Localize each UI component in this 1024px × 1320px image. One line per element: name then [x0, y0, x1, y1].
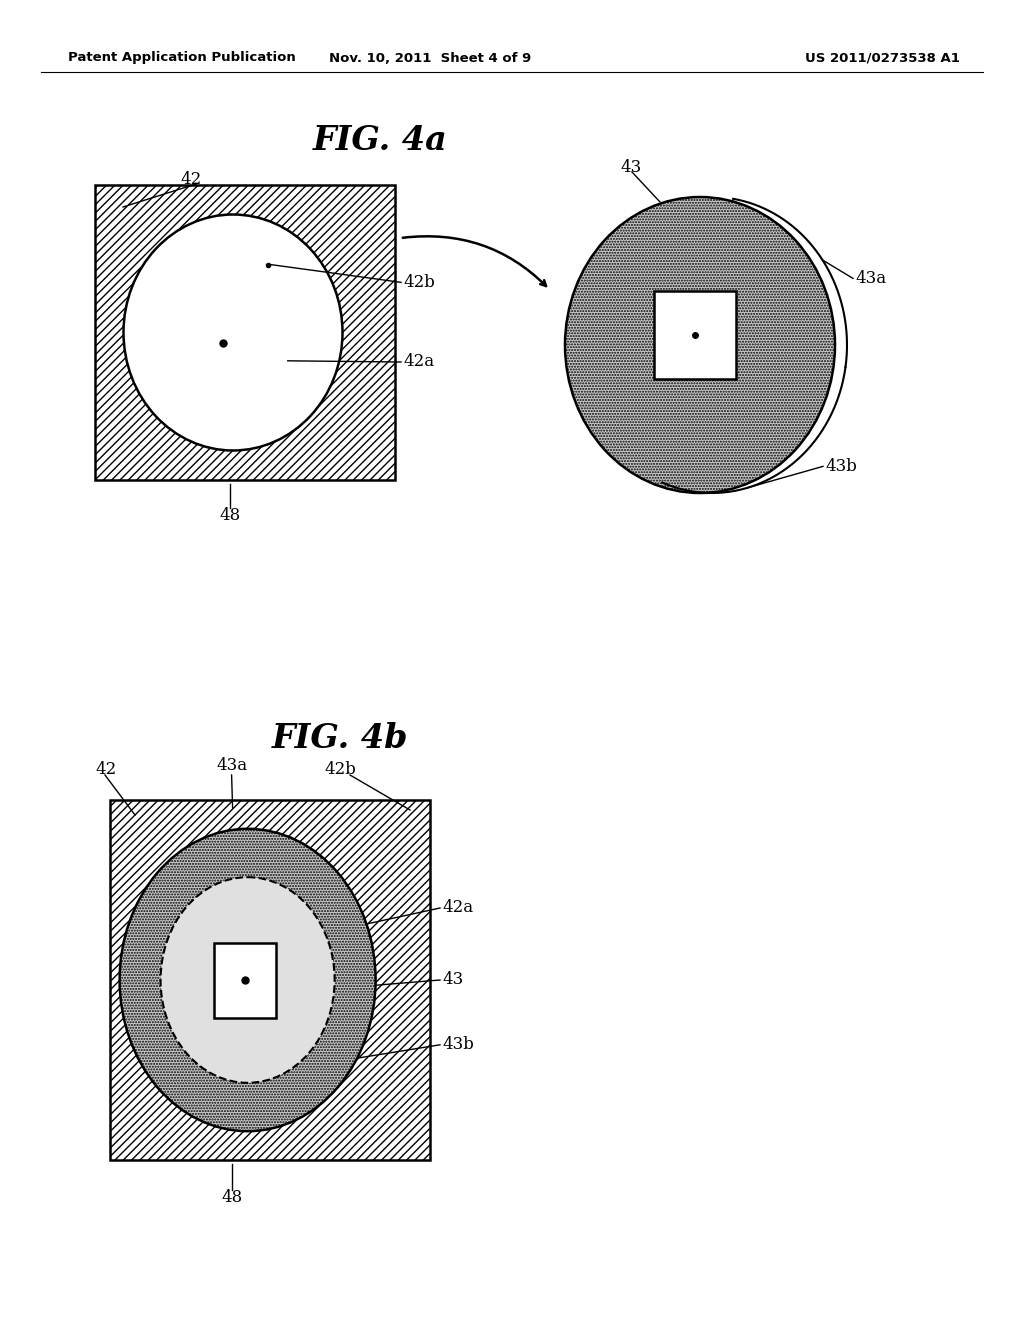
Text: 42a: 42a [442, 899, 473, 916]
Text: 42: 42 [180, 172, 202, 189]
Text: 43b: 43b [825, 458, 857, 475]
Ellipse shape [120, 829, 376, 1131]
Ellipse shape [124, 214, 342, 450]
Text: 43a: 43a [216, 756, 247, 774]
Text: 42: 42 [95, 762, 117, 779]
Ellipse shape [565, 197, 835, 492]
Bar [654, 290, 736, 379]
Text: Patent Application Publication: Patent Application Publication [68, 51, 296, 65]
Text: FIG. 4b: FIG. 4b [271, 722, 409, 755]
Text: 43: 43 [620, 158, 641, 176]
Text: 42a: 42a [403, 354, 434, 371]
Bar [110, 800, 430, 1160]
Bar [214, 942, 275, 1018]
Text: 43: 43 [442, 972, 463, 989]
Text: FIG. 4a: FIG. 4a [312, 124, 447, 157]
Text: 43b: 43b [442, 1036, 474, 1053]
Text: 48: 48 [219, 507, 241, 524]
Text: 43a: 43a [855, 269, 886, 286]
Text: 42b: 42b [403, 273, 435, 290]
Text: 42b: 42b [325, 762, 356, 779]
Ellipse shape [161, 878, 335, 1082]
Text: Nov. 10, 2011  Sheet 4 of 9: Nov. 10, 2011 Sheet 4 of 9 [329, 51, 531, 65]
Text: 48: 48 [221, 1189, 243, 1206]
Bar [95, 185, 395, 480]
Text: US 2011/0273538 A1: US 2011/0273538 A1 [805, 51, 961, 65]
